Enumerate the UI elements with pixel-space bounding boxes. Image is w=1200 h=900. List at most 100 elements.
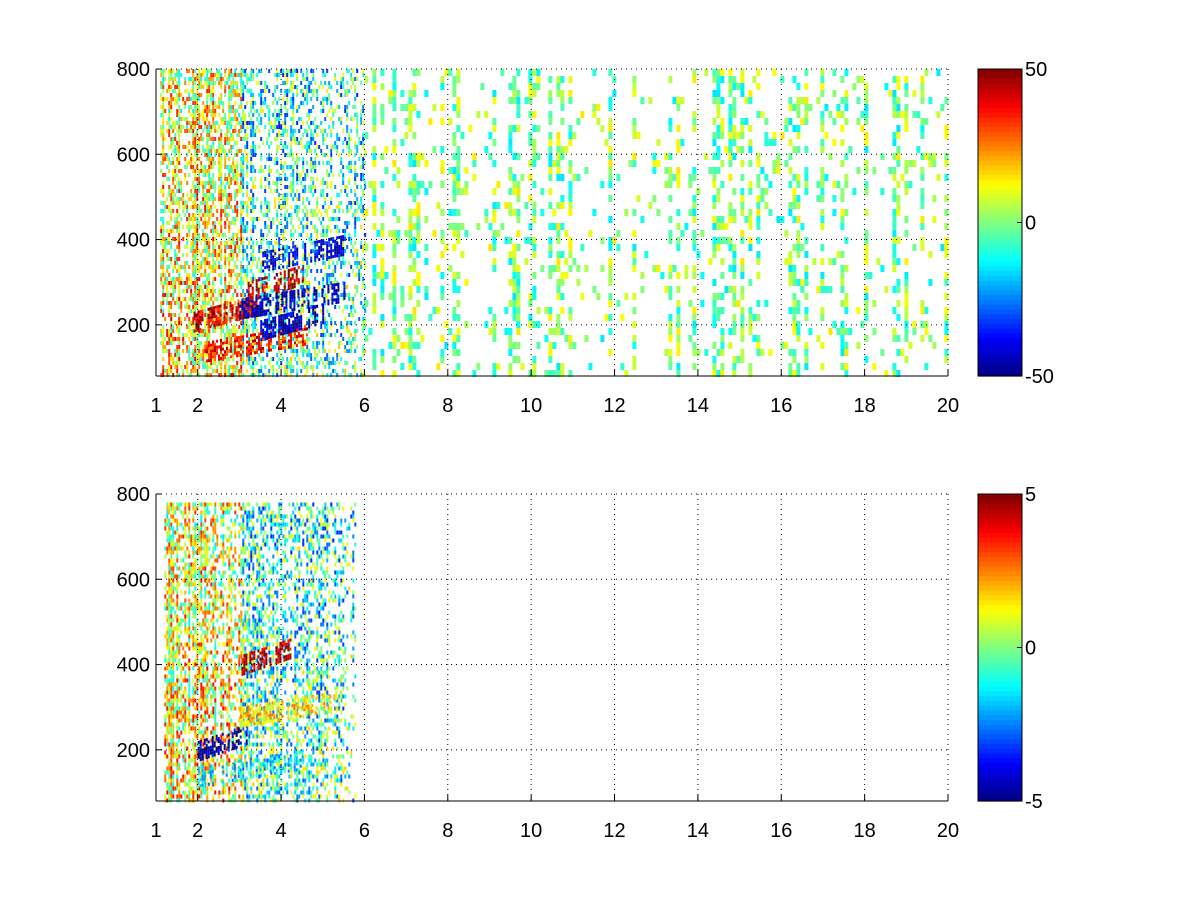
heatmap-cell [508,132,513,139]
heatmap-cell [194,345,197,349]
heatmap-cell [240,277,243,281]
heatmap-cell [284,141,287,145]
heatmap-cell [346,293,349,297]
heatmap-cell [306,281,309,285]
heatmap-cell [348,177,351,181]
heatmap-cell [246,257,249,261]
heatmap-cell [250,277,253,281]
heatmap-cell [364,349,367,353]
heatmap-cell [228,205,231,209]
heatmap-cell [560,104,565,111]
heatmap-cell [204,293,207,297]
heatmap-cell [182,265,185,269]
heatmap-cell [278,121,281,125]
heatmap-cell [212,145,215,149]
heatmap-cell [328,97,331,101]
heatmap-cell [212,301,215,305]
heatmap-cell [440,146,445,153]
heatmap-cell [190,369,193,373]
heatmap-cell [228,177,231,181]
heatmap-cell [176,101,179,105]
heatmap-cell [200,357,203,361]
heatmap-cell [716,244,721,251]
heatmap-cell [408,111,413,118]
heatmap-cell [220,361,223,365]
heatmap-cell [198,221,201,225]
heatmap-cell [220,205,223,209]
heatmap-cell [306,85,309,89]
heatmap-cell [728,202,733,209]
heatmap-cell [306,101,309,105]
heatmap-cell [204,365,207,369]
heatmap-cell [284,373,287,377]
heatmap-cell [416,216,421,223]
heatmap-cell [508,125,513,132]
heatmap-cell [246,153,249,157]
heatmap-cell [412,195,417,202]
heatmap-cell [760,349,765,356]
heatmap-cell [728,209,733,216]
heatmap-cell [732,153,737,160]
heatmap-cell [322,349,325,353]
heatmap-cell [244,73,247,77]
heatmap-cell [556,328,561,335]
heatmap-cell [244,113,247,117]
heatmap-cell [204,149,207,153]
heatmap-cell [820,223,825,230]
heatmap-cell [318,125,321,129]
heatmap-cell [300,181,303,185]
heatmap-cell [188,265,191,269]
heatmap-cell [840,328,845,335]
heatmap-cell [304,77,307,81]
heatmap-cell [342,229,345,233]
heatmap-cell [270,125,273,129]
heatmap-cell [274,73,277,77]
heatmap-cell [832,139,837,146]
heatmap-cell [218,169,221,173]
heatmap-cell [160,129,163,133]
heatmap-cell [300,345,303,349]
heatmap-cell [172,149,175,153]
heatmap-cell [318,293,321,297]
heatmap-cell [412,307,417,314]
heatmap-cell [208,273,211,277]
heatmap-cell [274,189,277,193]
heatmap-cell [844,118,849,125]
heatmap-cell [248,205,251,209]
heatmap-cell [194,161,197,165]
heatmap-cell [788,139,793,146]
heatmap-cell [178,233,181,237]
heatmap-cell [328,173,331,177]
heatmap-cell [218,73,221,77]
heatmap-cell [732,300,737,307]
heatmap-cell [292,181,295,185]
heatmap-cell [492,209,497,216]
heatmap-cell [292,233,295,237]
heatmap-cell [220,81,223,85]
heatmap-cell [856,118,861,125]
heatmap-cell [322,181,325,185]
heatmap-cell [272,101,275,105]
heatmap-cell [804,111,809,118]
heatmap-cell [668,335,673,342]
heatmap-cell [238,369,241,373]
heatmap-cell [392,244,397,251]
heatmap-cell [216,77,219,81]
heatmap-cell [512,279,517,286]
heatmap-cell [210,109,213,113]
heatmap-cell [270,345,273,349]
heatmap-cell [164,273,167,277]
heatmap-cell [516,216,521,223]
heatmap-cell [174,149,177,153]
heatmap-cell [364,76,369,83]
heatmap-cell [516,111,521,118]
heatmap-cell [892,216,897,223]
heatmap-cell [166,369,169,373]
heatmap-cell [516,293,521,300]
heatmap-cell [788,307,793,314]
heatmap-cell [326,133,329,137]
heatmap-cell [676,370,681,377]
heatmap-cell [238,105,241,109]
heatmap-cell [186,285,189,289]
heatmap-cell [272,269,275,273]
